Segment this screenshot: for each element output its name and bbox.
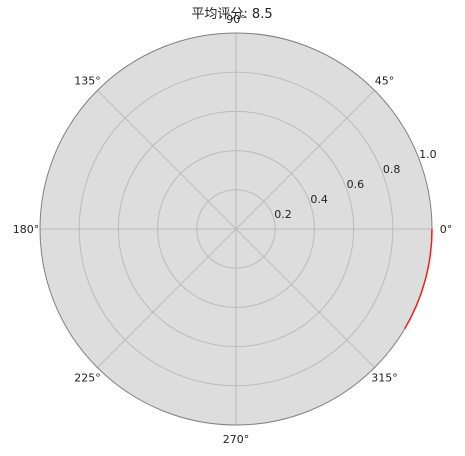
angular-gridline: [235, 90, 375, 230]
angular-gridline: [97, 228, 237, 368]
angular-tick-label: 45°: [375, 75, 395, 88]
chart-title: 平均评分: 8.5: [191, 7, 272, 22]
angular-gridline: [97, 90, 237, 230]
angular-tick-label: 135°: [74, 75, 101, 88]
radial-tick-label: 0.6: [347, 178, 365, 191]
angular-tick-label: 90°: [226, 13, 246, 26]
angular-tick-label: 180°: [13, 223, 40, 236]
data-arc: [404, 228, 433, 330]
radial-tick-label: 0.4: [310, 193, 328, 206]
radial-tick-label: 1.0: [419, 148, 437, 161]
angular-gridline: [235, 228, 375, 368]
angular-tick-label: 225°: [74, 371, 101, 384]
angular-tick-label: 0°: [440, 223, 453, 236]
radial-tick-label: 0.8: [383, 163, 401, 176]
polar-plot-area: 0° 45° 90° 135° 180° 225° 270° 315° 0.2 0.4 0.6 0.8…: [13, 13, 453, 446]
angular-tick-label: 315°: [371, 371, 398, 384]
radial-tick-label: 0.2: [274, 208, 292, 221]
angular-tick-label: 270°: [223, 433, 250, 446]
